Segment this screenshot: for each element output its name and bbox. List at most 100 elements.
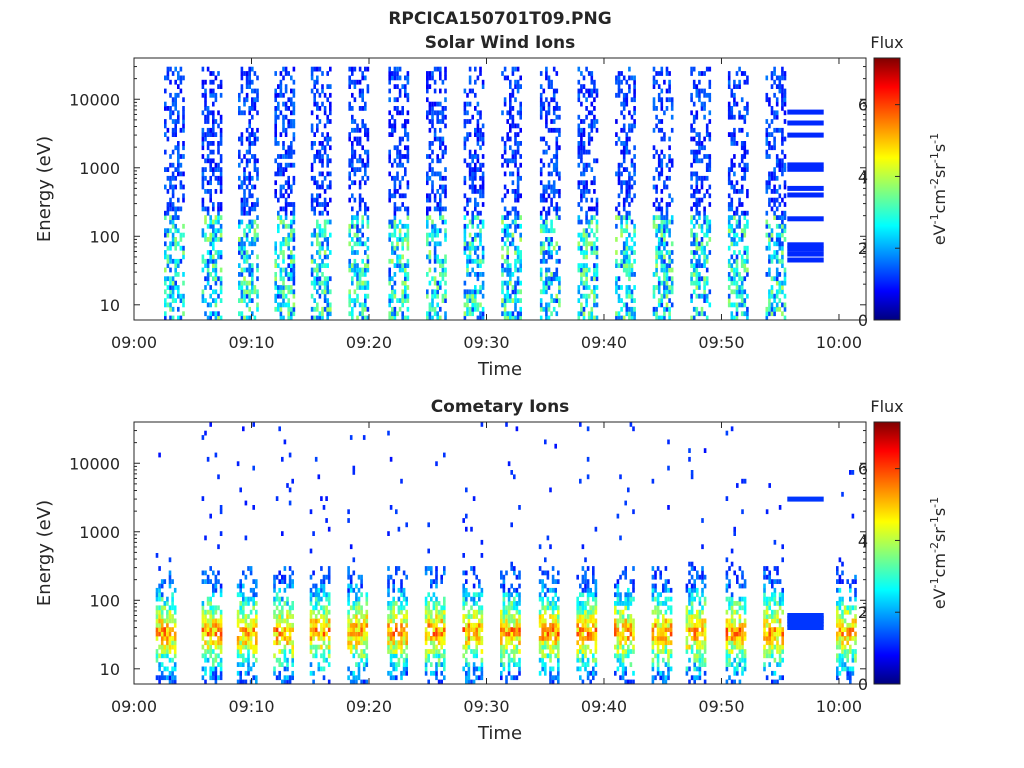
flux-cell — [738, 215, 741, 220]
flux-cell — [322, 587, 326, 593]
flux-cell — [668, 167, 671, 172]
flux-cell — [542, 162, 546, 168]
flux-cell — [746, 210, 749, 216]
flux-cell — [282, 254, 285, 260]
flux-cell — [471, 311, 474, 317]
flux-cell — [404, 298, 407, 303]
flux-cell — [391, 258, 394, 264]
flux-cell — [177, 141, 180, 146]
flux-cell — [389, 644, 393, 650]
flux-cell — [727, 106, 731, 111]
flux-cell — [778, 167, 782, 172]
flux-cell — [474, 197, 477, 203]
flux-cell — [291, 627, 294, 632]
flux-cell — [360, 640, 363, 646]
flux-cell — [582, 171, 586, 177]
flux-cell — [278, 614, 281, 619]
flux-cell — [665, 285, 669, 290]
flux-cell — [628, 66, 631, 72]
flux-cell — [444, 97, 447, 103]
flux-cell — [577, 311, 581, 317]
flux-cell — [393, 250, 397, 255]
flux-cell — [542, 280, 546, 286]
flux-cell — [468, 293, 472, 299]
flux-cell — [352, 636, 356, 641]
flux-cell — [286, 675, 289, 681]
flux-cell — [727, 263, 731, 268]
flux-cell — [243, 267, 246, 273]
flux-cell — [201, 132, 205, 137]
flux-cell — [201, 267, 205, 273]
flux-cell — [355, 601, 358, 606]
flux-cell — [174, 245, 177, 251]
flux-cell — [357, 640, 361, 646]
flux-cell — [743, 298, 747, 303]
flux-cell — [393, 123, 397, 129]
flux-cell — [768, 258, 771, 264]
flux-cell — [348, 66, 351, 72]
flux-cell — [201, 570, 205, 576]
flux-cell — [309, 649, 313, 654]
flux-cell — [256, 223, 259, 229]
flux-cell — [475, 653, 478, 659]
flux-cell — [735, 315, 739, 321]
flux-cell — [547, 250, 551, 255]
flux-cell — [430, 583, 433, 589]
flux-cell — [240, 184, 244, 190]
flux-cell — [398, 149, 402, 155]
flux-cell — [206, 276, 210, 282]
flux-cell — [670, 162, 674, 168]
flux-cell — [313, 210, 316, 216]
flux-cell — [360, 631, 363, 637]
flux-cell — [514, 136, 517, 142]
flux-cell — [290, 202, 293, 207]
flux-cell — [249, 587, 253, 593]
flux-cell — [775, 237, 779, 242]
flux-cell — [274, 245, 277, 251]
flux-cell — [238, 92, 241, 98]
flux-cell — [765, 232, 769, 238]
flux-cell — [700, 245, 704, 251]
flux-cell — [364, 263, 367, 268]
flux-cell — [244, 644, 248, 650]
flux-cell — [652, 293, 656, 299]
flux-cell — [166, 106, 170, 111]
flux-cell — [657, 71, 661, 76]
flux-cell — [219, 232, 223, 238]
flux-cell — [361, 306, 364, 312]
flux-cell — [539, 110, 543, 116]
flux-cell — [705, 258, 709, 264]
flux-cell — [481, 272, 485, 277]
flux-cell — [690, 315, 693, 321]
flux-cell — [593, 302, 596, 308]
flux-cell — [746, 219, 749, 225]
flux-cell — [392, 601, 395, 606]
flux-cell — [401, 302, 404, 308]
flux-cell — [214, 675, 218, 681]
flux-cell — [587, 88, 591, 94]
flux-cell — [366, 158, 370, 164]
flux-cell — [582, 193, 586, 199]
flux-cell — [620, 149, 623, 155]
flux-cell — [400, 653, 403, 659]
flux-cell — [361, 272, 364, 277]
flux-cell — [428, 167, 432, 172]
flux-cell — [501, 245, 504, 251]
flux-cell — [251, 263, 254, 268]
flux-cell — [740, 167, 744, 172]
flux-cell — [243, 197, 246, 203]
flux-cell — [206, 640, 210, 646]
flux-cell — [391, 123, 394, 129]
flux-cell — [428, 258, 432, 264]
flux-cell — [351, 276, 354, 282]
flux-cell — [431, 298, 434, 303]
flux-cell — [511, 315, 515, 321]
flux-cell — [389, 605, 393, 611]
flux-cell — [274, 280, 277, 286]
flux-cell — [595, 250, 599, 255]
flux-cell — [593, 272, 596, 277]
flux-cell — [545, 311, 548, 317]
flux-cell — [173, 649, 177, 654]
flux-cell — [628, 263, 631, 268]
flux-cell — [274, 263, 277, 268]
